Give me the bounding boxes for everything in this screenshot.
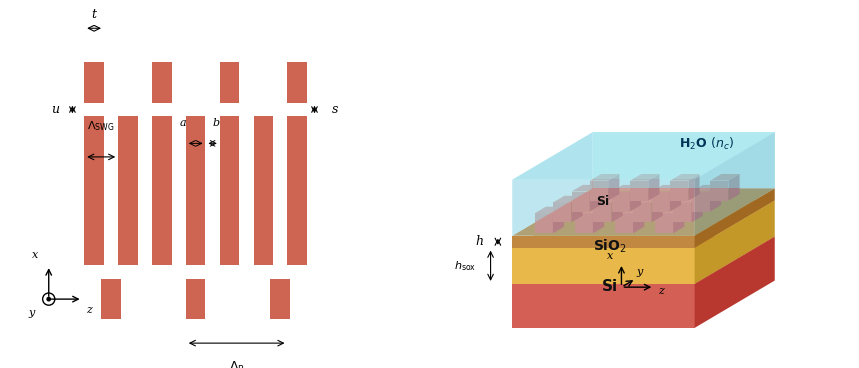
Text: Si: Si (596, 195, 609, 208)
Polygon shape (571, 191, 590, 212)
Polygon shape (590, 181, 608, 201)
Polygon shape (633, 207, 644, 233)
Polygon shape (691, 196, 703, 222)
Polygon shape (612, 185, 641, 191)
Text: s: s (332, 103, 338, 116)
Text: $\Lambda_{\rm B}$: $\Lambda_{\rm B}$ (228, 360, 245, 368)
Polygon shape (571, 185, 601, 191)
Bar (253, 116, 273, 265)
Polygon shape (670, 185, 681, 212)
Polygon shape (728, 174, 740, 201)
Text: h: h (476, 235, 484, 248)
Text: H$_2$O $(n_c)$: H$_2$O $(n_c)$ (679, 136, 734, 152)
Polygon shape (513, 132, 775, 180)
Polygon shape (612, 191, 630, 212)
Polygon shape (710, 185, 722, 212)
Polygon shape (553, 202, 571, 222)
Polygon shape (590, 185, 601, 212)
Polygon shape (553, 196, 582, 202)
Bar (271, 279, 290, 319)
Polygon shape (649, 174, 660, 201)
Polygon shape (695, 237, 775, 328)
Text: a: a (180, 118, 186, 128)
Polygon shape (513, 200, 775, 248)
Text: y: y (637, 267, 643, 277)
Text: x: x (32, 251, 39, 261)
Text: y: y (28, 308, 35, 318)
Polygon shape (513, 188, 775, 236)
Polygon shape (633, 202, 651, 222)
Polygon shape (534, 207, 564, 213)
Text: z: z (659, 286, 665, 297)
Circle shape (47, 297, 51, 301)
Polygon shape (710, 181, 728, 201)
Text: x: x (607, 251, 613, 262)
Polygon shape (513, 132, 593, 236)
Polygon shape (691, 191, 710, 212)
Bar (186, 279, 205, 319)
Polygon shape (695, 188, 775, 248)
Bar (152, 116, 172, 265)
Polygon shape (571, 196, 582, 222)
Polygon shape (553, 207, 564, 233)
Polygon shape (615, 207, 644, 213)
Polygon shape (695, 132, 775, 236)
Bar (152, 62, 172, 103)
Bar (101, 279, 121, 319)
Bar (220, 116, 240, 265)
Bar (288, 116, 307, 265)
Text: $h_{\rm sox}$: $h_{\rm sox}$ (454, 259, 476, 273)
Text: SiO$_2$: SiO$_2$ (593, 238, 627, 255)
Polygon shape (513, 236, 695, 248)
Polygon shape (513, 284, 695, 328)
Polygon shape (655, 213, 673, 233)
Polygon shape (630, 174, 660, 181)
Bar (288, 62, 307, 103)
Text: $\Lambda_{\rm SWG}$: $\Lambda_{\rm SWG}$ (88, 120, 115, 133)
Polygon shape (670, 181, 688, 201)
Polygon shape (575, 213, 593, 233)
Polygon shape (612, 196, 623, 222)
Polygon shape (651, 196, 662, 222)
Polygon shape (513, 180, 695, 236)
Bar (186, 116, 205, 265)
Polygon shape (673, 196, 703, 202)
Polygon shape (608, 174, 619, 201)
Polygon shape (695, 200, 775, 284)
Polygon shape (594, 202, 612, 222)
Polygon shape (615, 213, 633, 233)
Polygon shape (652, 185, 681, 191)
Polygon shape (670, 174, 699, 181)
Text: b: b (212, 118, 220, 128)
Polygon shape (630, 185, 641, 212)
Polygon shape (633, 196, 662, 202)
Bar (84, 116, 104, 265)
Polygon shape (593, 132, 775, 188)
Polygon shape (575, 207, 604, 213)
Bar (119, 116, 137, 265)
Polygon shape (534, 213, 553, 233)
Bar (84, 62, 104, 103)
Polygon shape (593, 207, 604, 233)
Text: z: z (87, 305, 92, 315)
Polygon shape (673, 202, 691, 222)
Polygon shape (652, 191, 670, 212)
Polygon shape (630, 181, 649, 201)
Polygon shape (710, 174, 740, 181)
Polygon shape (513, 248, 695, 284)
Polygon shape (673, 207, 685, 233)
Bar (220, 62, 240, 103)
Polygon shape (688, 174, 699, 201)
Polygon shape (590, 174, 619, 181)
Text: Si: Si (601, 279, 618, 294)
Polygon shape (513, 237, 775, 284)
Text: t: t (92, 8, 96, 21)
Polygon shape (691, 185, 722, 191)
Polygon shape (655, 207, 685, 213)
Text: u: u (52, 103, 59, 116)
Polygon shape (594, 196, 623, 202)
